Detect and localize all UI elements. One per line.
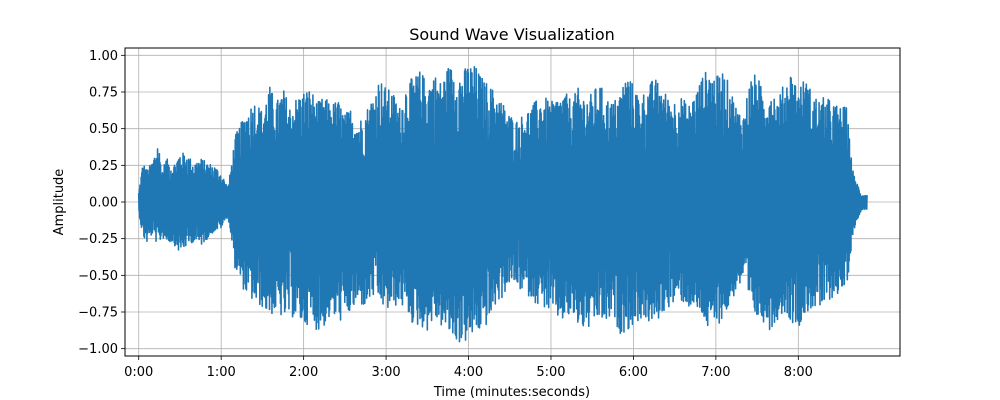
chart-title: Sound Wave Visualization — [409, 25, 615, 44]
y-tick-label: 0.25 — [89, 159, 118, 174]
y-tick-label: −0.50 — [78, 269, 118, 284]
x-tick-label: 6:00 — [619, 365, 648, 380]
x-tick-label: 0:00 — [124, 365, 153, 380]
y-tick-label: 1.00 — [89, 49, 118, 64]
y-tick-label: −0.75 — [78, 306, 118, 321]
y-tick-label: −1.00 — [78, 342, 118, 357]
y-tick-label: −0.25 — [78, 232, 118, 247]
axis-ticks: 0:00 1:00 2:00 3:00 4:00 5:00 6:00 7:00 8:00 1.00… — [78, 49, 813, 380]
y-tick-label: 0.75 — [89, 86, 118, 101]
waveform-line — [137, 65, 868, 343]
x-tick-label: 1:00 — [207, 365, 236, 380]
y-axis-label: Amplitude — [52, 169, 67, 236]
x-tick-label: 3:00 — [371, 365, 400, 380]
waveform — [137, 65, 868, 343]
x-axis-label: Time (minutes:seconds) — [433, 385, 590, 400]
x-tick-label: 8:00 — [784, 365, 813, 380]
x-tick-label: 5:00 — [536, 365, 565, 380]
x-tick-label: 7:00 — [701, 365, 730, 380]
x-tick-label: 4:00 — [454, 365, 483, 380]
y-tick-label: 0.50 — [89, 122, 118, 137]
y-tick-label: 0.00 — [89, 196, 118, 211]
x-tick-label: 2:00 — [289, 365, 318, 380]
